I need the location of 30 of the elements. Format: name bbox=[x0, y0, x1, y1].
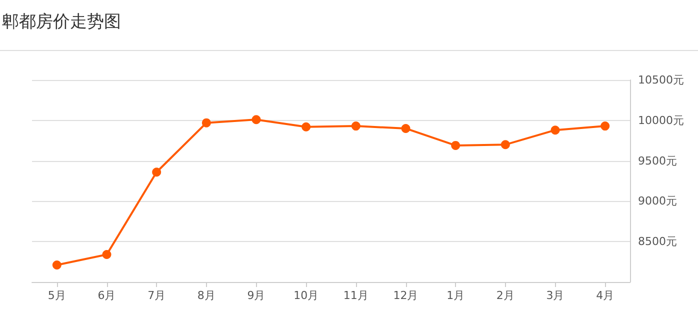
y-tick-label: 8500元 bbox=[638, 235, 677, 248]
chart-title: 郫都房价走势图 bbox=[2, 11, 121, 33]
y-tick-label: 10000元 bbox=[638, 114, 684, 127]
point bbox=[600, 122, 610, 131]
x-tick-label: 3月 bbox=[546, 289, 564, 302]
x-tick-label: 4月 bbox=[596, 289, 614, 302]
point bbox=[550, 126, 560, 135]
x-tick-label: 6月 bbox=[98, 289, 116, 302]
y-tick-label: 9500元 bbox=[638, 154, 677, 168]
point bbox=[252, 115, 261, 124]
point bbox=[451, 140, 460, 150]
x-tick-label: 5月 bbox=[48, 289, 66, 302]
x-tick-label: 12月 bbox=[393, 289, 418, 302]
x-tick-label: 2月 bbox=[496, 289, 514, 302]
x-tick-label: 8月 bbox=[197, 289, 216, 302]
point bbox=[302, 122, 311, 132]
x-tick-label: 11月 bbox=[343, 289, 368, 302]
point bbox=[500, 140, 510, 150]
point bbox=[102, 250, 112, 260]
y-tick-label: 10500元 bbox=[638, 74, 684, 86]
x-tick-label: 1月 bbox=[446, 289, 465, 302]
point bbox=[152, 168, 162, 177]
x-tick-label: 7月 bbox=[148, 289, 166, 302]
point bbox=[351, 122, 360, 131]
x-tick-label: 10月 bbox=[294, 289, 319, 302]
y-tick-label: 9000元 bbox=[638, 194, 677, 208]
x-tick-label: 9月 bbox=[247, 289, 266, 302]
point bbox=[52, 260, 62, 270]
point bbox=[401, 124, 410, 133]
point bbox=[202, 118, 211, 128]
